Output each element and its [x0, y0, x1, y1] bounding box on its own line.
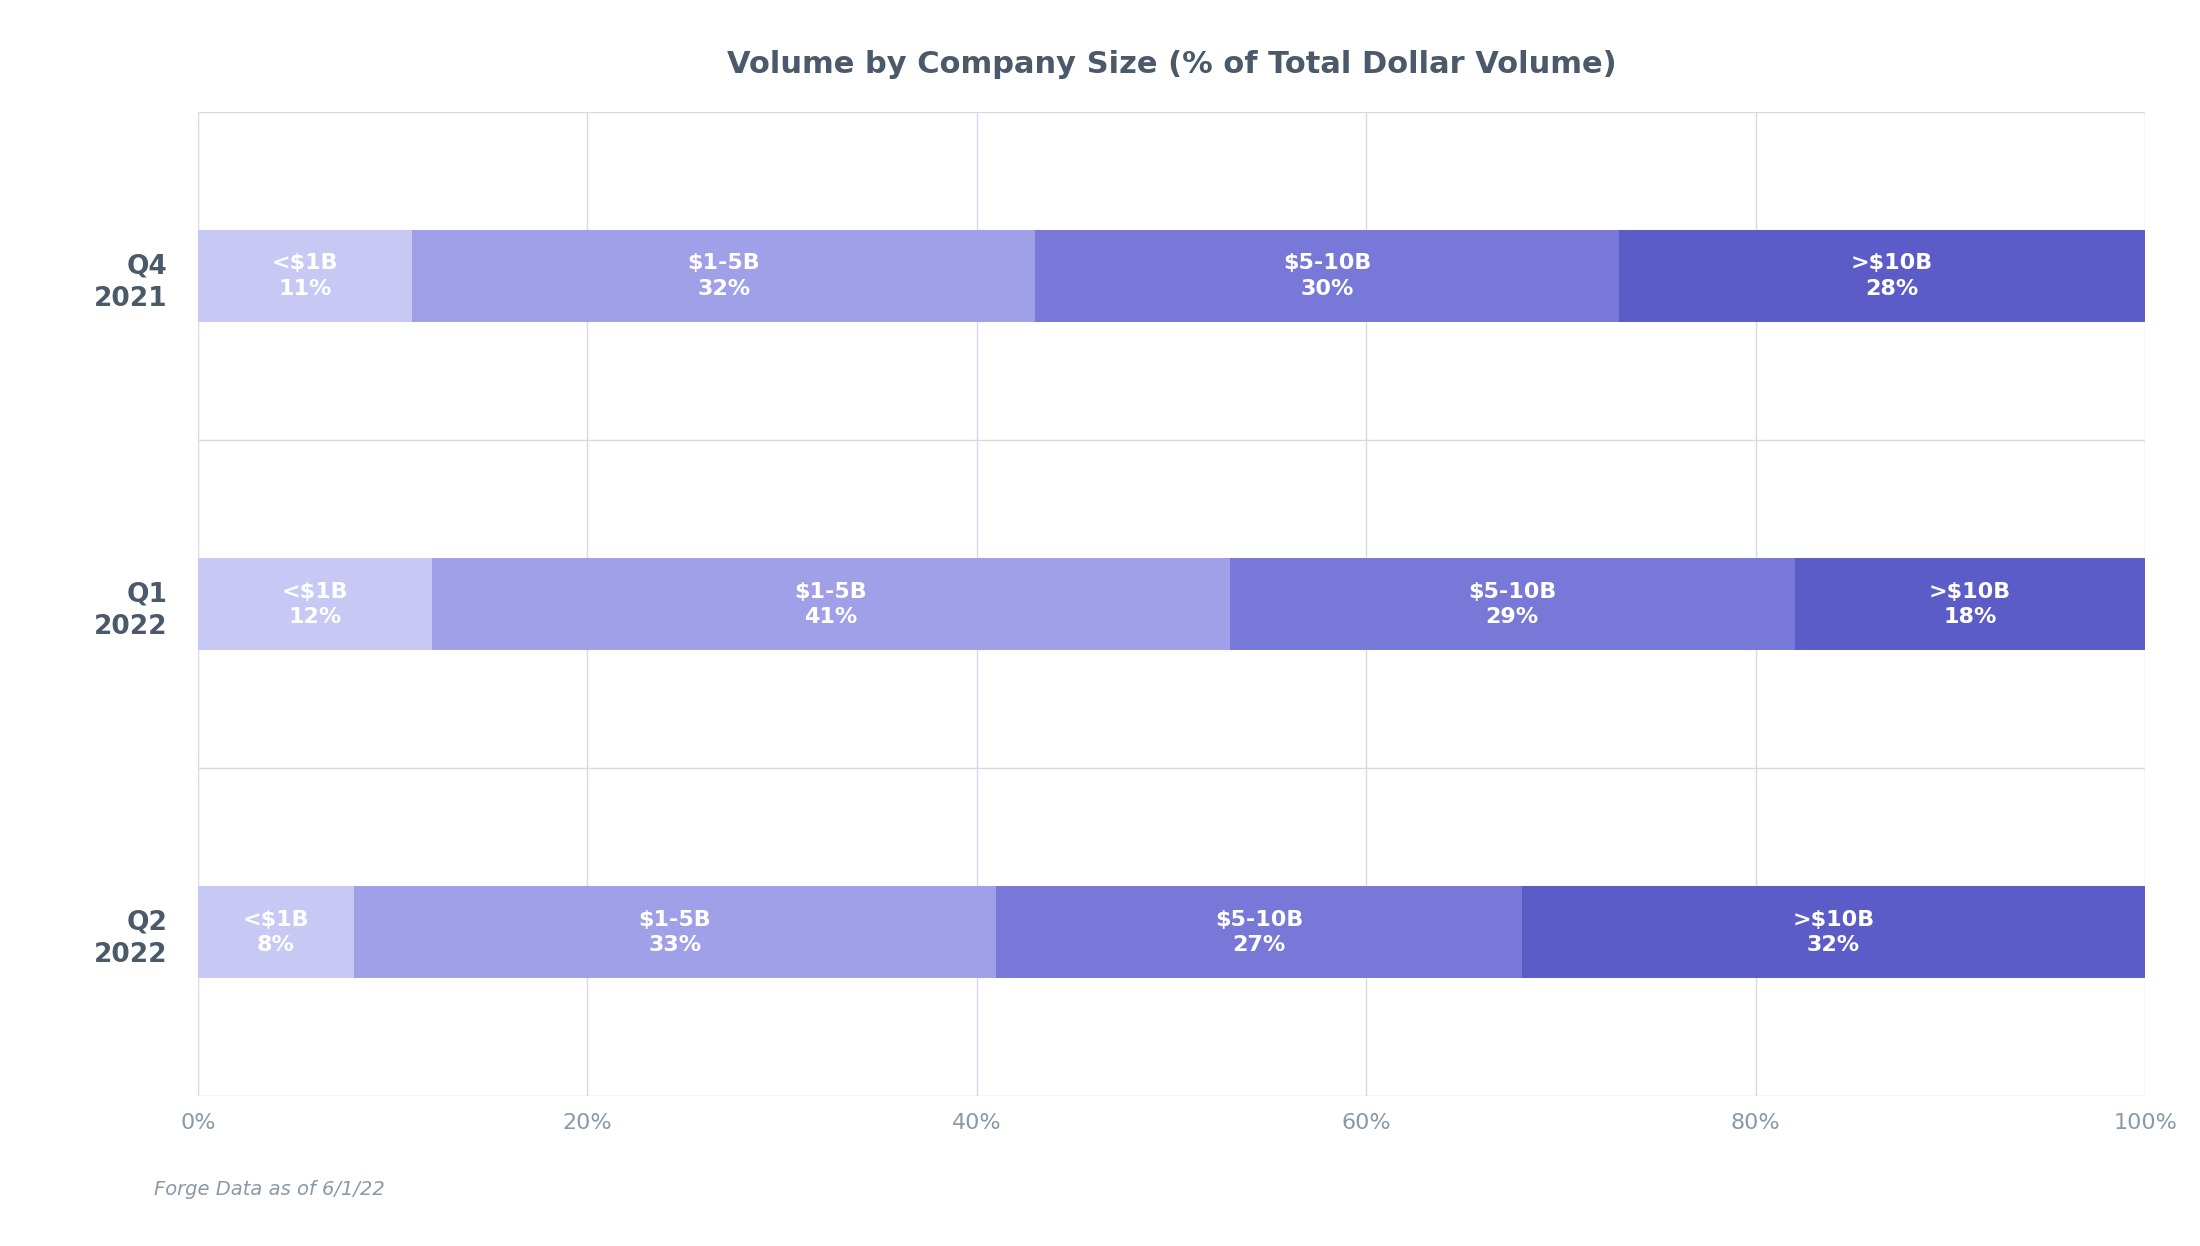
Text: $1-5B
32%: $1-5B 32% — [686, 253, 759, 299]
Bar — [354, 886, 997, 978]
Text: <$1B
11%: <$1B 11% — [273, 253, 339, 299]
Bar — [198, 558, 431, 650]
Title: Volume by Company Size (% of Total Dollar Volume): Volume by Company Size (% of Total Dolla… — [726, 50, 1617, 80]
Text: $5-10B
27%: $5-10B 27% — [1214, 910, 1302, 956]
Bar — [1522, 886, 2145, 978]
Bar — [1230, 558, 1795, 650]
Bar — [1036, 231, 1619, 323]
Bar — [1795, 558, 2145, 650]
Text: >$10B
28%: >$10B 28% — [1850, 253, 1934, 299]
Bar — [431, 558, 1230, 650]
Text: >$10B
32%: >$10B 32% — [1793, 910, 1874, 956]
Text: $5-10B
30%: $5-10B 30% — [1283, 253, 1371, 299]
Text: <$1B
12%: <$1B 12% — [282, 582, 348, 627]
Text: $5-10B
29%: $5-10B 29% — [1467, 582, 1555, 627]
Bar — [411, 231, 1036, 323]
Text: <$1B
8%: <$1B 8% — [242, 910, 310, 956]
Bar — [1619, 231, 2165, 323]
Bar — [997, 886, 1522, 978]
Text: >$10B
18%: >$10B 18% — [1929, 582, 2011, 627]
Text: Forge Data as of 6/1/22: Forge Data as of 6/1/22 — [154, 1180, 385, 1199]
Text: $1-5B
33%: $1-5B 33% — [638, 910, 711, 956]
Bar — [198, 886, 354, 978]
Bar — [198, 231, 411, 323]
Text: $1-5B
41%: $1-5B 41% — [794, 582, 867, 627]
